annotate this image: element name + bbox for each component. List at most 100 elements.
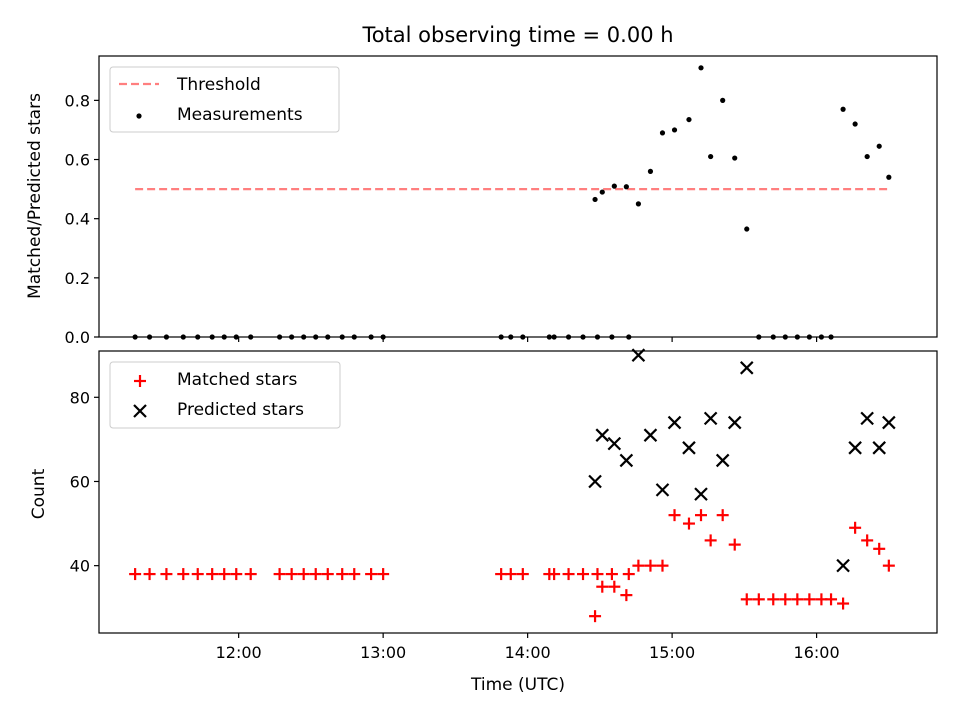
top-x-axis: [238, 337, 818, 342]
matched-star-point: [591, 568, 604, 581]
top-y-tick-label: 0.8: [65, 91, 90, 110]
matched-star-point: [837, 597, 850, 610]
measurement-point: [611, 183, 617, 189]
matched-star-point: [177, 568, 190, 581]
top-y-tick-label: 0.6: [65, 151, 90, 170]
top-y-axis-label: Matched/Predicted stars: [25, 93, 45, 299]
predicted-star-point: [682, 441, 696, 455]
measurement-point: [686, 116, 692, 123]
matched-star-point: [704, 534, 717, 547]
bottom-y-axis: 40 60 80: [70, 388, 99, 576]
top-y-tick-label: 0.2: [65, 269, 90, 288]
bottom-panel: 40 60 80 12:00 13:00 14:00 15:00 16:00 Count T…: [29, 348, 938, 695]
measurement-point: [732, 155, 738, 161]
predicted-star-point: [607, 436, 622, 451]
predicted-star-point: [667, 415, 682, 430]
matched-star-point: [873, 542, 886, 555]
predicted-star-point: [872, 441, 886, 455]
measurement-point: [635, 201, 642, 207]
matched-star-point: [143, 568, 156, 581]
predicted-star-point: [848, 441, 862, 455]
measurement-point: [647, 168, 654, 174]
predicted-star-point: [882, 415, 896, 430]
bottom-x-tick-label: 12:00: [216, 643, 262, 662]
matched-star-point: [244, 568, 257, 581]
matched-star-point: [129, 568, 142, 581]
matched-star-point: [297, 568, 310, 581]
bottom-x-tick-label: 14:00: [505, 643, 551, 662]
matched-star-point: [668, 509, 681, 522]
measurement-point: [720, 97, 726, 103]
matched-star-point: [336, 568, 349, 581]
legend-measurements-label: Measurements: [177, 105, 303, 125]
matched-star-point: [849, 521, 862, 534]
top-y-tick-label: 0.0: [65, 328, 90, 347]
legend-measurements-swatch: [136, 113, 142, 119]
bottom-y-tick-label: 40: [70, 557, 90, 576]
top-legend-box: [109, 66, 340, 133]
measurement-point: [698, 65, 704, 71]
legend-predicted-label: Predicted stars: [177, 400, 304, 420]
matched-star-point: [861, 534, 874, 547]
measurement-point: [708, 153, 714, 160]
matched-star-point: [632, 559, 645, 572]
matched-star-point: [562, 568, 575, 581]
legend-matched-swatch: [134, 375, 146, 387]
predicted-star-point: [595, 428, 610, 442]
bottom-y-tick-label: 80: [70, 388, 90, 407]
legend-predicted-swatch: [133, 404, 147, 418]
bottom-legend: Matched stars Predicted stars: [109, 361, 341, 429]
matched-star-point: [605, 568, 618, 581]
top-panel: 0.00.20.40.60.8 Matched/Predicted stars …: [25, 55, 938, 347]
matched-star-point: [622, 568, 635, 581]
matched-star-point: [791, 593, 804, 606]
matched-star-point: [695, 509, 708, 522]
matched-star-point: [191, 568, 204, 581]
bottom-x-tick-label: 13:00: [360, 643, 406, 662]
matched-star-point: [803, 593, 816, 606]
measurement-point: [671, 127, 678, 133]
top-y-tick-label: 0.4: [65, 210, 90, 229]
matched-star-point: [767, 593, 780, 606]
legend-matched-label: Matched stars: [177, 370, 297, 390]
matched-star-point: [577, 568, 590, 581]
bottom-y-tick-label: 60: [70, 472, 90, 491]
matched-star-point: [728, 538, 741, 551]
figure-title: Total observing time = 0.00 h: [361, 23, 673, 47]
bottom-x-tick-label: 16:00: [794, 643, 840, 662]
matched-star-point: [752, 593, 765, 606]
measurement-point: [840, 106, 846, 112]
matched-star-point: [682, 517, 695, 530]
predicted-star-point: [694, 487, 708, 501]
measurement-point: [864, 153, 870, 160]
bottom-x-tick-label: 15:00: [649, 643, 695, 662]
matched-star-point: [589, 610, 602, 623]
matched-star-point: [779, 593, 792, 606]
predicted-star-point: [860, 411, 874, 426]
matched-star-point: [348, 568, 361, 581]
matched-star-point: [206, 568, 219, 581]
predicted-star-point: [655, 483, 670, 497]
matched-star-point: [377, 568, 390, 581]
predicted-star-point: [739, 361, 754, 375]
predicted-star-point: [703, 411, 718, 426]
matched-star-point: [740, 593, 753, 606]
bottom-legend-box: [109, 361, 341, 429]
measurement-point: [623, 184, 629, 190]
bottom-x-axis: 12:00 13:00 14:00 15:00 16:00: [216, 633, 840, 662]
matched-star-point: [273, 568, 286, 581]
top-axes-frame: [98, 55, 938, 338]
matched-star-point: [230, 568, 243, 581]
matched-star-point: [218, 568, 231, 581]
matched-star-point: [716, 509, 729, 522]
matched-star-point: [516, 568, 529, 581]
matched-star-point: [365, 568, 378, 581]
measurement-point: [852, 121, 858, 127]
matched-star-point: [596, 580, 609, 593]
top-y-axis: 0.0 0.2 0.4 0.6 0.8: [65, 91, 99, 347]
matched-star-point: [548, 568, 561, 581]
measurement-point: [876, 143, 882, 149]
bottom-axes-frame: [98, 350, 938, 634]
matched-star-point: [644, 559, 657, 572]
matched-star-point: [825, 593, 838, 606]
